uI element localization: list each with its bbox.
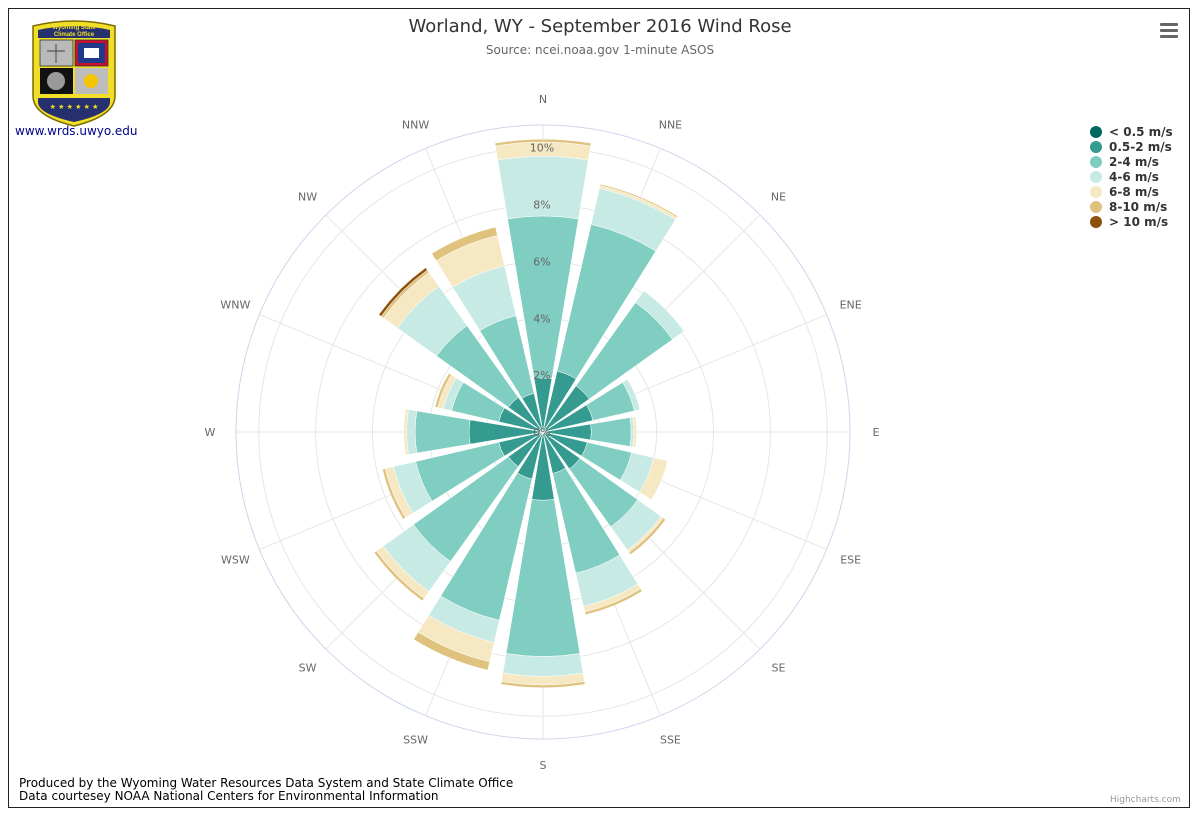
credits-line-2: Data courtesey NOAA National Centers for… <box>19 789 439 803</box>
wind-bar[interactable] <box>628 517 666 555</box>
credits-line-1: Produced by the Wyoming Water Resources … <box>19 776 514 790</box>
website-link[interactable]: www.wrds.uwyo.edu <box>15 124 138 138</box>
legend-color-dot <box>1090 215 1102 228</box>
legend-item[interactable]: 2-4 m/s <box>1090 154 1173 169</box>
legend-label: 4-6 m/s <box>1109 169 1159 184</box>
direction-label: W <box>205 426 216 439</box>
radial-tick-label: 10% <box>530 142 554 155</box>
direction-label: E <box>873 426 880 439</box>
wind-bar[interactable] <box>382 468 406 520</box>
radial-tick-label: 8% <box>533 199 550 212</box>
wind-bar[interactable] <box>403 408 409 456</box>
legend-label: 2-4 m/s <box>1109 154 1159 169</box>
wind-bar[interactable] <box>431 226 498 262</box>
direction-label: ENE <box>840 299 862 312</box>
direction-label: NNE <box>659 118 682 131</box>
legend-item[interactable]: 8-10 m/s <box>1090 199 1173 214</box>
wind-bar[interactable] <box>599 183 678 218</box>
direction-label: NE <box>771 191 786 204</box>
direction-label: NNW <box>402 118 429 131</box>
wind-bar[interactable] <box>635 290 685 340</box>
wind-bar[interactable] <box>413 631 491 671</box>
chart-title: Worland, WY - September 2016 Wind Rose <box>408 16 792 37</box>
legend-item[interactable]: 6-8 m/s <box>1090 184 1173 199</box>
menu-bar-icon <box>1160 23 1178 26</box>
legend-color-dot <box>1090 140 1102 153</box>
legend-color-dot <box>1090 200 1102 213</box>
wind-bar[interactable] <box>494 139 592 147</box>
radial-tick-label: 0% <box>533 426 550 439</box>
axis-labels: 0% 2% 4% 6% 8% 10% N NNE NE ENE E ESE SE SSE S SSW SW WSW… <box>205 93 880 772</box>
wind-bar[interactable] <box>373 550 425 602</box>
chart-menu-button[interactable] <box>1158 20 1180 40</box>
legend-label: 8-10 m/s <box>1109 199 1168 214</box>
chart-subtitle: Source: ncei.noaa.gov 1-minute ASOS <box>485 43 715 57</box>
highcharts-credit[interactable]: Highcharts.com <box>1110 795 1181 805</box>
chart-legend: < 0.5 m/s 0.5-2 m/s 2-4 m/s 4-6 m/s 6-8 m/s 8… <box>1090 124 1173 229</box>
direction-label: ESE <box>840 553 861 566</box>
legend-label: > 10 m/s <box>1109 214 1169 229</box>
legend-item[interactable]: > 10 m/s <box>1090 214 1173 229</box>
wind-bar[interactable] <box>414 410 471 454</box>
direction-label: SW <box>299 661 317 674</box>
wind-bar[interactable] <box>590 417 632 447</box>
radial-tick-label: 6% <box>533 255 550 268</box>
legend-color-dot <box>1090 170 1102 183</box>
logo-text-line1: Wyoming State <box>52 25 96 31</box>
legend-color-dot <box>1090 155 1102 168</box>
direction-label: WSW <box>221 553 250 566</box>
wind-bar[interactable] <box>406 409 418 455</box>
legend-color-dot <box>1090 185 1102 198</box>
legend-label: 6-8 m/s <box>1109 184 1159 199</box>
direction-label: S <box>540 759 547 772</box>
menu-bar-icon <box>1160 35 1178 38</box>
radial-tick-label: 4% <box>533 312 550 325</box>
direction-label: SE <box>771 661 785 674</box>
wind-bar[interactable] <box>639 457 668 501</box>
legend-item[interactable]: 4-6 m/s <box>1090 169 1173 184</box>
legend-color-dot <box>1090 125 1102 138</box>
wind-bar[interactable] <box>622 379 641 412</box>
wind-bar[interactable] <box>584 588 643 616</box>
legend-label: < 0.5 m/s <box>1109 124 1173 139</box>
credits: Produced by the Wyoming Water Resources … <box>19 777 513 803</box>
legend-item[interactable]: < 0.5 m/s <box>1090 124 1173 139</box>
radial-tick-label: 2% <box>533 369 550 382</box>
wind-bar[interactable] <box>502 653 584 677</box>
direction-label: NW <box>298 191 317 204</box>
direction-label: SSE <box>660 734 681 747</box>
logo-stars: ★ ★ ★ ★ ★ ★ <box>50 103 99 111</box>
direction-label: SSW <box>403 734 428 747</box>
wind-bar[interactable] <box>632 416 638 448</box>
wind-bar[interactable] <box>434 372 452 408</box>
logo-text-line2: Climate Office <box>54 32 95 38</box>
climate-office-logo: Wyoming State Climate Office ★ ★ ★ ★ ★ ★ <box>32 20 116 127</box>
direction-label: N <box>539 93 547 106</box>
direction-label: WNW <box>220 299 250 312</box>
menu-bar-icon <box>1160 29 1178 32</box>
wind-bar[interactable] <box>500 681 586 689</box>
legend-label: 0.5-2 m/s <box>1109 139 1172 154</box>
legend-item[interactable]: 0.5-2 m/s <box>1090 139 1173 154</box>
wind-bar[interactable] <box>378 267 428 317</box>
wind-bars <box>373 139 685 689</box>
